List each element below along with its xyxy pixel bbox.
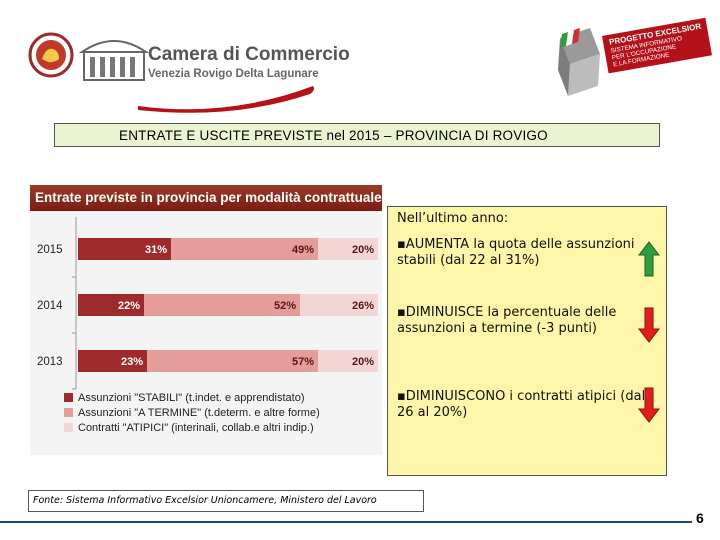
excelsior-logo: PROGETTO EXCELSIOR SISTEMA INFORMATIVO P… [552,17,713,104]
bar-segment [78,350,147,372]
data-label: 49% [292,244,314,256]
bar-segment [300,294,378,316]
data-label: 22% [118,300,140,312]
legend-swatch [64,408,73,417]
down-arrow-icon [638,387,660,423]
org-name: Camera di Commercio [148,44,350,65]
data-label: 26% [352,300,374,312]
note-item-atypical: ▪DIMINUISCONO i contratti atipici (dal 2… [397,389,647,421]
notes-panel: Nell’ultimo anno: ▪AUMENTA la quota dell… [387,206,667,476]
chart-title: Entrate previste in provincia per modali… [30,185,382,211]
note-item-text: ▪AUMENTA la quota delle assunzioni stabi… [397,237,635,268]
data-label: 20% [352,244,374,256]
legend-label: Assunzioni "A TERMINE" (t.determ. e altr… [78,407,320,419]
data-label: 57% [292,356,314,368]
cube-logo-icon [558,28,600,96]
slide-title: ENTRATE E USCITE PREVISTE nel 2015 – PRO… [119,127,548,143]
gondola-swoosh-icon [138,86,314,113]
footer-divider [0,521,692,523]
bar-segment [318,238,378,260]
down-arrow-icon [638,307,660,343]
bar-segment [171,238,318,260]
stacked-bar-chart: 2015 31% 49% 20% 2014 22% 52% 26% 2013 23% 57% 20% A… [37,217,378,434]
bar-segment [147,350,318,372]
data-label: 20% [352,356,374,368]
data-label: 31% [145,244,167,256]
notes-intro: Nell’ultimo anno: [397,211,509,226]
bar-segment [144,294,300,316]
chart-panel: Entrate previste in provincia per modali… [30,185,382,455]
source-note: Fonte: Sistema Informativo Excelsior Uni… [28,490,424,512]
bar-segment [78,294,144,316]
note-item-text: ▪DIMINUISCE la percentuale delle assunzi… [397,305,617,336]
bar-segment [318,350,378,372]
legend-label: Assunzioni "STABILI" (t.indet. e apprend… [78,392,305,404]
note-item-detail: (dal 22 al 31%) [435,253,540,268]
source-text: Fonte: Sistema Informativo Excelsior Uni… [33,495,377,506]
data-label: 23% [121,356,143,368]
note-item-text: ▪DIMINUISCONO i contratti atipici [397,389,617,404]
slide-title-box: ENTRATE E USCITE PREVISTE nel 2015 – PRO… [54,123,660,147]
legend-swatch [64,423,73,432]
building-icon [78,40,150,81]
up-arrow-icon [638,241,660,277]
bar-segment [78,238,171,260]
legend-swatch [64,393,73,402]
page-number: 6 [696,510,704,526]
category-label: 2014 [37,300,63,312]
data-label: 52% [274,300,296,312]
project-badge: PROGETTO EXCELSIOR SISTEMA INFORMATIVO P… [602,17,713,74]
legend-label: Contratti "ATIPICI" (interinali, collab.… [78,422,314,434]
note-item-detail: (-3 punti) [532,321,597,336]
category-label: 2013 [37,356,63,368]
lion-seal-icon [28,32,74,78]
note-item-fixed-term: ▪DIMINUISCE la percentuale delle assunzi… [397,305,647,337]
org-subtitle: Venezia Rovigo Delta Lagunare [148,68,319,80]
note-item-stable: ▪AUMENTA la quota delle assunzioni stabi… [397,237,647,269]
note-item-detail: (dal 26 al 20%) [397,389,646,420]
camera-commercio-logo: Camera di Commercio Venezia Rovigo Delta… [28,32,350,114]
category-label: 2015 [37,244,63,256]
